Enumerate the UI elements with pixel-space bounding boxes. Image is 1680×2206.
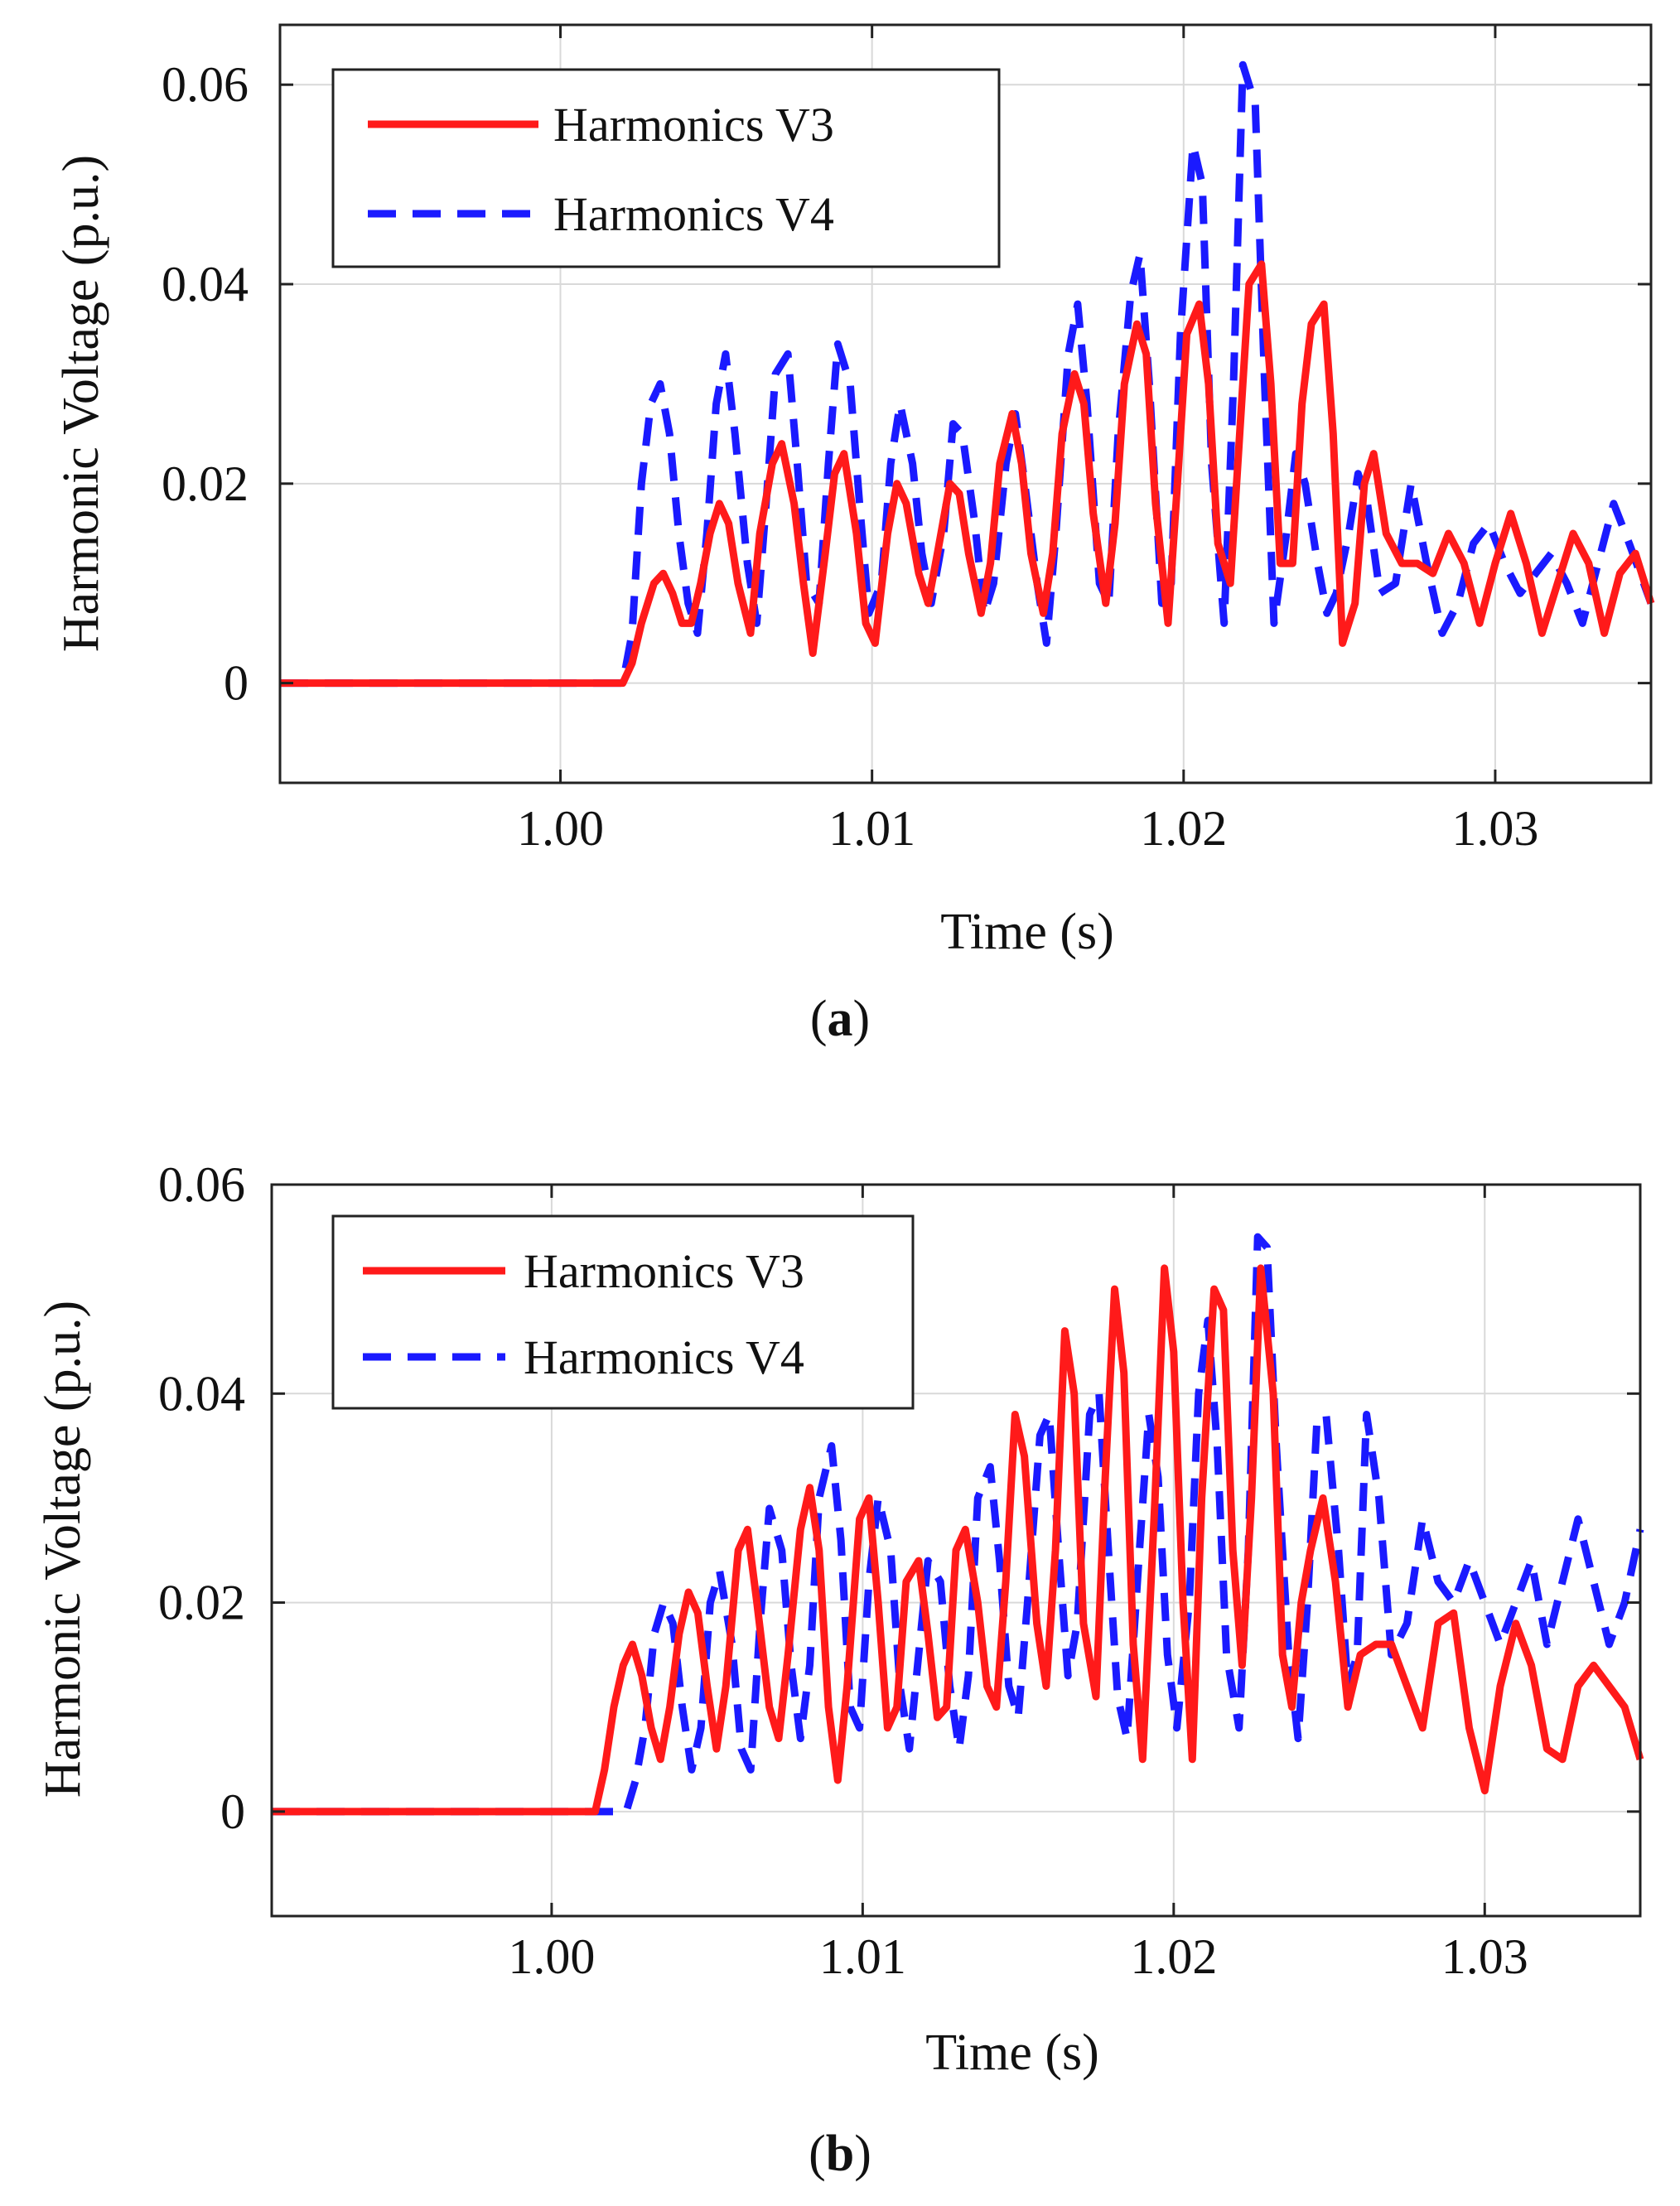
caption-letter: a <box>828 991 853 1047</box>
x-tick-label: 1.01 <box>819 1929 906 1984</box>
x-axis-label-a: Time (s) <box>940 904 1114 960</box>
legend-label-v4-b: Harmonics V4 <box>524 1330 804 1384</box>
legend-label-v3-a: Harmonics V3 <box>553 98 834 152</box>
series-layer-b <box>272 1233 1644 1816</box>
series-line-harmonics-v4 <box>280 60 1655 688</box>
x-axis-label-b: Time (s) <box>925 2025 1099 2081</box>
series-layer-a <box>280 60 1655 688</box>
y-tick-label: 0.06 <box>158 1157 245 1212</box>
legend-label-v3-b: Harmonics V3 <box>524 1244 804 1298</box>
y-tick-label: 0.04 <box>162 257 249 311</box>
legend-a: Harmonics V3 Harmonics V4 <box>331 68 1001 268</box>
legend-b: Harmonics V3 Harmonics V4 <box>331 1214 915 1410</box>
y-tick-label: 0.02 <box>162 456 249 511</box>
x-tick-label: 1.03 <box>1451 801 1538 856</box>
y-tick-label: 0.06 <box>162 57 249 112</box>
x-tick-label: 1.03 <box>1441 1929 1528 1984</box>
y-axis-label-a: Harmonic Voltage (p.u.) <box>53 155 109 652</box>
caption-close-paren: ) <box>854 2126 871 2182</box>
y-tick-label: 0.02 <box>158 1576 245 1630</box>
x-tick-labels-a: 1.00 1.01 1.02 1.03 <box>517 801 1538 856</box>
legend-box-a <box>331 68 1001 268</box>
x-tick-label: 1.02 <box>1140 801 1227 856</box>
axes-frame-a <box>278 23 1653 784</box>
legend-box-b <box>331 1214 915 1410</box>
x-tick-label: 1.00 <box>517 801 604 856</box>
x-tick-labels-b: 1.00 1.01 1.02 1.03 <box>508 1929 1528 1984</box>
legend-label-v4-a: Harmonics V4 <box>553 187 834 241</box>
y-tick-label: 0 <box>224 656 249 711</box>
caption-a: (a) <box>810 991 870 1047</box>
tick-marks-b <box>272 1183 1640 1916</box>
tick-marks-a <box>280 25 1651 783</box>
y-axis-label-b: Harmonic Voltage (p.u.) <box>35 1301 91 1798</box>
caption-letter: b <box>826 2126 854 2182</box>
caption-open-paren: ( <box>809 2126 826 2182</box>
axes-frame-b <box>270 1183 1642 1918</box>
chart-panel-b: 1.00 1.01 1.02 1.03 0 0.02 0.04 0.06 Tim… <box>35 1157 1644 2182</box>
chart-panel-a: 1.00 1.01 1.02 1.03 0 0.02 0.04 0.06 Tim… <box>53 23 1655 1047</box>
series-line-harmonics-v3 <box>272 1264 1644 1816</box>
x-tick-label: 1.00 <box>508 1929 595 1984</box>
y-tick-label: 0 <box>220 1784 245 1839</box>
series-line-harmonics-v3 <box>280 260 1655 688</box>
caption-open-paren: ( <box>810 991 828 1047</box>
y-tick-label: 0.04 <box>158 1366 245 1421</box>
caption-b: (b) <box>809 2126 871 2182</box>
y-tick-labels-b: 0 0.02 0.04 0.06 <box>158 1157 245 1839</box>
x-tick-label: 1.01 <box>828 801 915 856</box>
x-tick-label: 1.02 <box>1130 1929 1217 1984</box>
caption-close-paren: ) <box>853 991 871 1047</box>
y-tick-labels-a: 0 0.02 0.04 0.06 <box>162 57 249 710</box>
